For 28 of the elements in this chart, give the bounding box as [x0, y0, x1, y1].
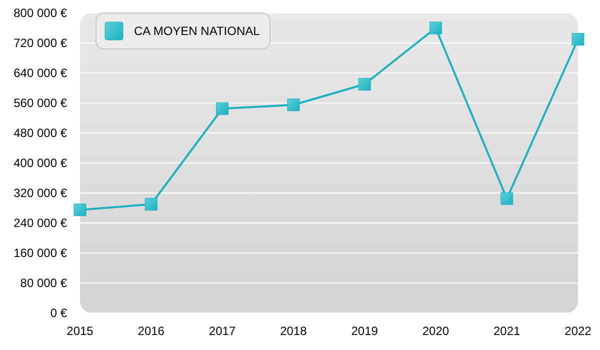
point	[358, 78, 371, 90]
x-tick-label: 2015	[66, 324, 94, 338]
y-tick-label: 640 000 €	[14, 66, 68, 80]
y-tick-label: 240 000 €	[14, 216, 68, 230]
y-tick-label: 560 000 €	[14, 96, 68, 110]
x-tick-label: 2021	[494, 324, 521, 338]
y-tick-label: 800 000 €	[14, 6, 68, 20]
point	[429, 22, 442, 34]
x-tick-label: 2022	[564, 324, 592, 338]
x-tick-label: 2018	[280, 324, 308, 338]
point	[287, 98, 300, 112]
y-tick-label: 80 000 €	[20, 276, 68, 290]
x-tick-label: 2016	[138, 324, 165, 338]
point	[74, 204, 86, 216]
y-tick-label: 320 000 €	[14, 186, 68, 200]
legend-label: CA MOYEN NATIONAL	[134, 24, 260, 38]
y-tick-label: 400 000 €	[14, 156, 68, 170]
x-tick-label: 2020	[422, 324, 450, 338]
y-tick-label: 0 €	[50, 306, 68, 320]
x-tick-label: 2017	[208, 324, 236, 338]
point	[144, 198, 158, 210]
y-tick-label: 480 000 €	[14, 126, 68, 140]
point	[572, 33, 584, 46]
point	[500, 192, 514, 205]
y-tick-label: 160 000 €	[14, 246, 68, 260]
y-tick-label: 720 000 €	[14, 36, 68, 50]
point	[216, 102, 229, 115]
x-tick-label: 2019	[351, 324, 378, 338]
